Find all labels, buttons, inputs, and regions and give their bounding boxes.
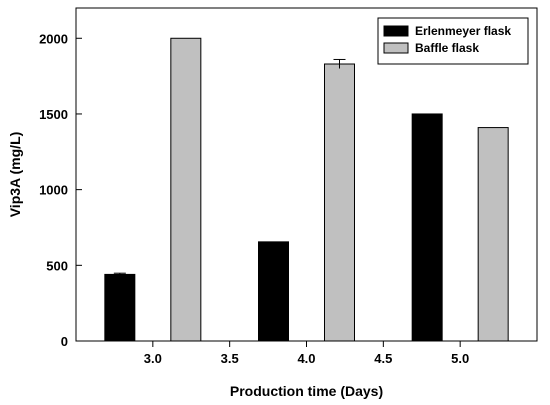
legend: Erlenmeyer flask Baffle flask [377,17,529,65]
bar-baffle-flask-4.0 [324,63,355,342]
legend-swatch-baffle [383,42,409,54]
bar-erlenmeyer-flask-4.0 [258,241,289,342]
x-tick-label: 4.0 [297,351,315,366]
x-tick-label: 5.0 [451,351,469,366]
bar-erlenmeyer-flask-5.0 [411,113,443,342]
y-tick-label: 2000 [39,31,68,46]
legend-box [377,17,529,65]
legend-label-baffle: Baffle flask [415,41,479,55]
y-tick-label: 500 [46,258,68,273]
x-tick-label: 4.5 [374,351,392,366]
y-axis: 0 500 1000 1500 2000 [39,31,82,349]
error-bars-group [113,58,346,276]
x-tick-label: 3.5 [221,351,239,366]
y-tick-label: 0 [61,334,68,349]
legend-swatch-erlenmeyer [383,25,409,37]
y-tick-label: 1500 [39,107,68,122]
bar-baffle-flask-3.0 [170,37,202,342]
x-axis-title: Production time (Days) [230,383,383,399]
bars-group [104,37,509,342]
x-axis: 3.0 3.5 4.0 4.5 5.0 [144,341,469,366]
bar-erlenmeyer-flask-3.0 [104,273,136,342]
y-axis-title: Vip3A (mg/L) [7,132,23,218]
x-tick-label: 3.0 [144,351,162,366]
bar-baffle-flask-5.0 [477,127,509,342]
legend-label-erlenmeyer: Erlenmeyer flask [415,24,511,38]
y-tick-label: 1000 [39,183,68,198]
